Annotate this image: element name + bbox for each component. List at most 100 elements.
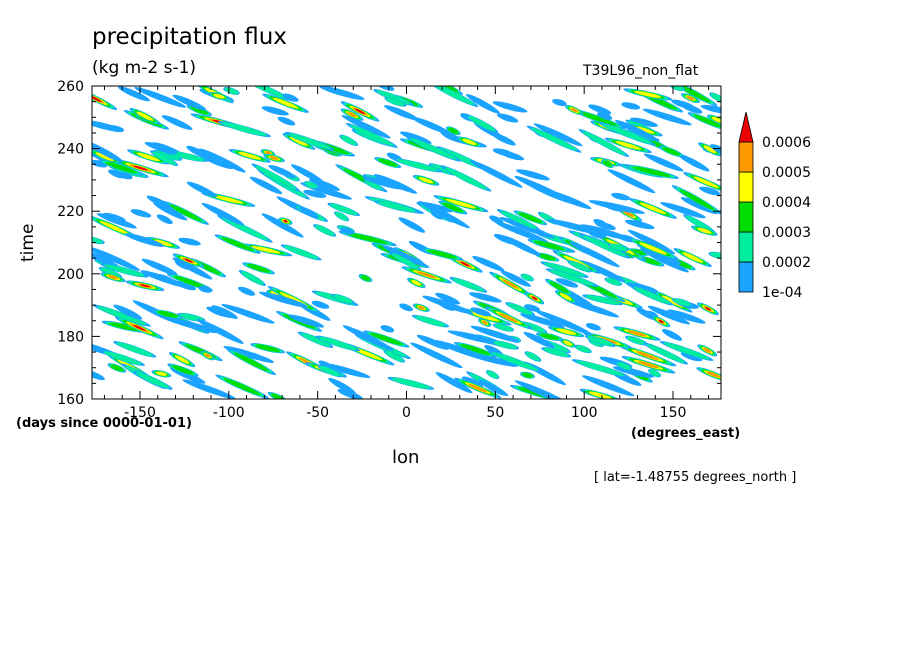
precip-cell bbox=[472, 255, 505, 272]
precip-cell bbox=[540, 261, 589, 278]
precip-cell bbox=[673, 248, 712, 267]
precip-cell bbox=[317, 365, 343, 378]
precip-cell bbox=[433, 195, 489, 213]
precip-cell bbox=[214, 234, 261, 254]
precip-cell bbox=[524, 292, 545, 305]
precip-cell bbox=[535, 332, 564, 341]
x-tick-label: -150 bbox=[124, 405, 156, 421]
precip-cell bbox=[278, 217, 293, 225]
precip-cell bbox=[445, 126, 461, 136]
precip-cell bbox=[134, 87, 187, 108]
chart-units: (kg m-2 s-1) bbox=[92, 58, 197, 78]
precip-cell bbox=[239, 243, 293, 257]
precip-cell bbox=[168, 352, 196, 368]
precip-cell bbox=[238, 286, 256, 296]
precip-cell bbox=[362, 176, 405, 190]
precip-cell bbox=[282, 133, 316, 150]
precip-cell bbox=[217, 215, 273, 243]
precip-cell bbox=[92, 159, 108, 168]
precip-cell bbox=[259, 291, 308, 308]
precip-cell bbox=[627, 229, 676, 255]
precip-cell bbox=[200, 154, 234, 169]
colorbar-label: 0.0005 bbox=[762, 165, 811, 181]
precip-cell bbox=[470, 325, 521, 343]
precip-cell bbox=[485, 370, 500, 380]
precip-cell bbox=[640, 248, 689, 273]
precip-cell bbox=[671, 99, 696, 110]
precip-cell bbox=[341, 114, 391, 139]
precip-cell bbox=[687, 112, 721, 131]
precip-cell bbox=[373, 89, 414, 106]
precip-cell bbox=[541, 347, 572, 358]
precip-cell bbox=[410, 342, 463, 369]
precip-cell bbox=[582, 375, 635, 397]
precip-cell bbox=[500, 270, 531, 287]
precip-cell bbox=[421, 247, 464, 261]
precip-cell bbox=[108, 169, 125, 179]
precip-cell bbox=[697, 344, 718, 357]
precip-cell bbox=[186, 181, 218, 198]
precip-cell bbox=[405, 136, 461, 162]
precip-cell bbox=[582, 294, 624, 306]
precip-cell bbox=[383, 349, 406, 363]
precip-cell bbox=[547, 326, 585, 338]
precip-cell bbox=[648, 368, 662, 378]
precip-cell bbox=[107, 363, 127, 373]
precip-cell bbox=[282, 93, 299, 102]
precip-cell bbox=[153, 202, 188, 221]
precip-cell bbox=[186, 145, 208, 158]
precip-cell bbox=[261, 213, 304, 238]
x-tick-label: 150 bbox=[660, 405, 687, 421]
precip-cell bbox=[453, 341, 497, 358]
precip-cell bbox=[526, 125, 582, 153]
precip-cell bbox=[607, 243, 629, 252]
precip-cell bbox=[338, 230, 397, 246]
precip-cell bbox=[337, 389, 363, 399]
precip-cell bbox=[621, 355, 676, 374]
precip-cell bbox=[534, 252, 560, 262]
x-tick-label: -100 bbox=[213, 405, 245, 421]
precip-cell bbox=[584, 335, 616, 347]
precip-cell bbox=[92, 120, 124, 132]
precip-cell bbox=[221, 304, 275, 324]
precip-cell bbox=[604, 277, 623, 286]
precip-cell bbox=[380, 325, 395, 333]
precip-cell bbox=[92, 368, 105, 381]
precip-cell bbox=[178, 237, 201, 246]
precip-cell bbox=[100, 350, 145, 366]
precip-cell bbox=[303, 189, 327, 198]
precip-cell bbox=[625, 335, 648, 346]
precip-cell bbox=[196, 318, 244, 344]
precip-cell bbox=[152, 309, 183, 319]
precip-cell bbox=[598, 122, 656, 146]
precip-cell bbox=[613, 326, 661, 341]
precip-cell bbox=[186, 104, 212, 116]
precip-cell bbox=[478, 379, 506, 396]
precip-cell bbox=[428, 86, 479, 108]
precip-cell bbox=[513, 210, 548, 226]
precip-cell bbox=[604, 137, 652, 153]
precip-cell bbox=[340, 227, 354, 235]
precip-cell bbox=[647, 305, 690, 325]
precip-cell bbox=[677, 153, 710, 172]
colorbar-label: 0.0003 bbox=[762, 225, 811, 241]
precip-cell bbox=[570, 108, 626, 129]
precip-cell bbox=[172, 253, 205, 268]
precip-cell bbox=[331, 293, 355, 304]
precip-cell bbox=[151, 369, 172, 378]
latitude-note: [ lat=-1.48755 degrees_north ] bbox=[594, 470, 797, 485]
precip-cell bbox=[593, 218, 608, 228]
precip-cell bbox=[708, 251, 721, 260]
precip-cell bbox=[527, 238, 571, 252]
precip-cell bbox=[707, 114, 721, 125]
precip-cell bbox=[374, 200, 420, 213]
precip-cell bbox=[492, 133, 516, 146]
precip-cell bbox=[288, 314, 325, 328]
precip-cell bbox=[118, 86, 150, 102]
precip-cell bbox=[578, 233, 631, 259]
precip-cell bbox=[659, 341, 714, 361]
x-tick-label: 0 bbox=[402, 405, 411, 421]
colorbar-segment bbox=[738, 141, 754, 173]
precip-cell bbox=[141, 258, 178, 276]
precip-cell bbox=[400, 131, 432, 145]
